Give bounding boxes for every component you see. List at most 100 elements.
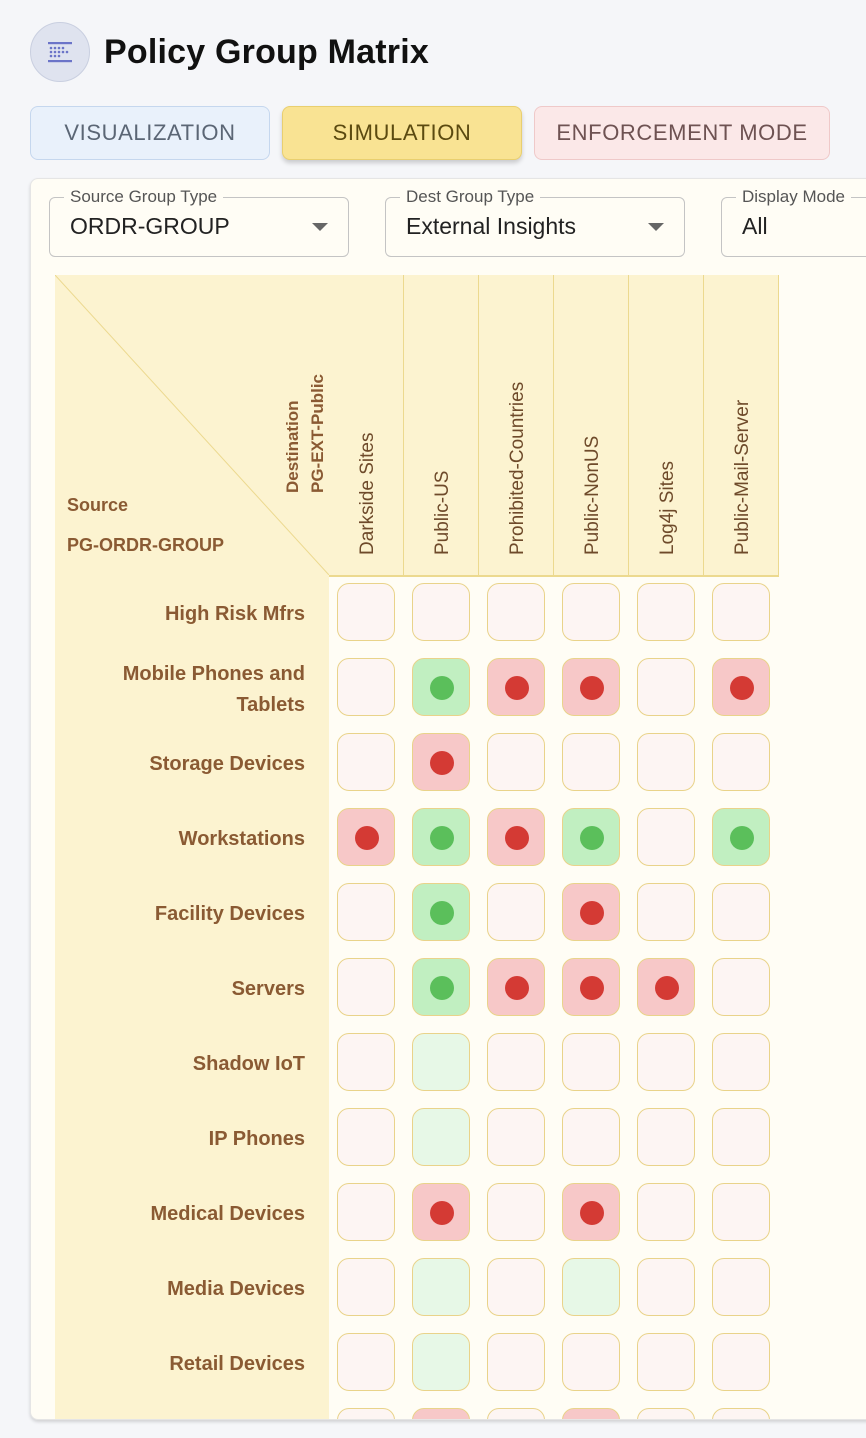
matrix-cell[interactable] — [412, 958, 470, 1016]
matrix-cell[interactable] — [562, 958, 620, 1016]
matrix-cell[interactable] — [337, 1033, 395, 1091]
matrix-cell[interactable] — [487, 1108, 545, 1166]
matrix-cell[interactable] — [337, 658, 395, 716]
matrix-cell[interactable] — [562, 883, 620, 941]
matrix-cell[interactable] — [337, 1333, 395, 1391]
matrix-cell[interactable] — [712, 1108, 770, 1166]
matrix-cell[interactable] — [637, 658, 695, 716]
matrix-cell[interactable] — [487, 958, 545, 1016]
destination-group: PG-EXT-Public — [308, 373, 327, 493]
matrix-cell[interactable] — [712, 808, 770, 866]
matrix-cell[interactable] — [712, 1033, 770, 1091]
matrix-cell[interactable] — [562, 1108, 620, 1166]
allow-dot-icon — [430, 976, 454, 1000]
tab-enforcement-mode[interactable]: ENFORCEMENT MODE — [534, 106, 830, 160]
matrix-cell[interactable] — [562, 1183, 620, 1241]
matrix-cell[interactable] — [487, 808, 545, 866]
matrix-cell[interactable] — [637, 1033, 695, 1091]
matrix-cell[interactable] — [487, 1408, 545, 1419]
matrix-cell[interactable] — [487, 1183, 545, 1241]
row-label: Media Devices — [167, 1278, 305, 1300]
matrix-cell[interactable] — [412, 658, 470, 716]
matrix-cell[interactable] — [712, 958, 770, 1016]
matrix-cell[interactable] — [487, 583, 545, 641]
matrix-cell[interactable] — [562, 1333, 620, 1391]
matrix-grid-icon — [30, 22, 90, 82]
matrix-cell[interactable] — [487, 1033, 545, 1091]
matrix-cell[interactable] — [637, 1183, 695, 1241]
matrix-cell[interactable] — [637, 883, 695, 941]
matrix-cell[interactable] — [412, 883, 470, 941]
matrix-cell[interactable] — [337, 583, 395, 641]
chevron-down-icon — [312, 223, 328, 231]
allow-dot-icon — [430, 676, 454, 700]
source-group-type-select[interactable]: Source Group Type ORDR-GROUP — [49, 187, 349, 257]
matrix-cell[interactable] — [412, 1108, 470, 1166]
matrix-cell[interactable] — [337, 883, 395, 941]
matrix-cell[interactable] — [712, 1408, 770, 1419]
matrix-cell[interactable] — [487, 733, 545, 791]
matrix-cell[interactable] — [412, 1258, 470, 1316]
matrix-cell[interactable] — [562, 1408, 620, 1419]
matrix-cell[interactable] — [487, 658, 545, 716]
matrix-cell[interactable] — [412, 808, 470, 866]
matrix-cell[interactable] — [712, 1333, 770, 1391]
matrix-cell[interactable] — [712, 733, 770, 791]
matrix-corner-header: Destination PG-EXT-Public Source PG-ORDR… — [55, 275, 330, 577]
matrix-cell[interactable] — [562, 733, 620, 791]
matrix-cell[interactable] — [412, 1408, 470, 1419]
matrix-cell[interactable] — [487, 1333, 545, 1391]
matrix-cell[interactable] — [412, 733, 470, 791]
matrix-cell[interactable] — [712, 1258, 770, 1316]
matrix-cell[interactable] — [412, 1033, 470, 1091]
matrix-cell[interactable] — [637, 958, 695, 1016]
tab-simulation[interactable]: SIMULATION — [282, 106, 522, 160]
deny-dot-icon — [580, 676, 604, 700]
deny-dot-icon — [580, 976, 604, 1000]
matrix-cell[interactable] — [412, 583, 470, 641]
matrix-cell[interactable] — [712, 583, 770, 641]
matrix-cell[interactable] — [562, 808, 620, 866]
column-header: Darkside Sites — [329, 275, 404, 577]
column-header: Log4j Sites — [629, 275, 704, 577]
field-label: Dest Group Type — [400, 187, 541, 207]
column-label: Prohibited-Countries — [507, 381, 528, 555]
matrix-cell[interactable] — [337, 808, 395, 866]
matrix-cell[interactable] — [637, 1108, 695, 1166]
matrix-cell[interactable] — [637, 808, 695, 866]
deny-dot-icon — [355, 826, 379, 850]
matrix-cell[interactable] — [637, 1258, 695, 1316]
deny-dot-icon — [505, 676, 529, 700]
matrix-cell[interactable] — [562, 1033, 620, 1091]
matrix-cell[interactable] — [712, 883, 770, 941]
matrix-cell[interactable] — [562, 658, 620, 716]
matrix-cell[interactable] — [637, 1333, 695, 1391]
matrix-cell[interactable] — [337, 733, 395, 791]
page-header: Policy Group Matrix — [30, 22, 429, 82]
source-title: Source — [67, 495, 129, 515]
matrix-cell[interactable] — [412, 1333, 470, 1391]
matrix-cell[interactable] — [337, 1258, 395, 1316]
tab-visualization[interactable]: VISUALIZATION — [30, 106, 270, 160]
source-group: PG-ORDR-GROUP — [67, 535, 224, 555]
matrix-cell[interactable] — [637, 583, 695, 641]
display-mode-select[interactable]: Display Mode All — [721, 187, 866, 257]
dest-group-type-select[interactable]: Dest Group Type External Insights — [385, 187, 685, 257]
matrix-cell[interactable] — [487, 1258, 545, 1316]
matrix-cell[interactable] — [637, 733, 695, 791]
matrix-cell[interactable] — [337, 958, 395, 1016]
matrix-cell[interactable] — [712, 1183, 770, 1241]
field-value: External Insights — [406, 213, 577, 239]
matrix-cell[interactable] — [562, 1258, 620, 1316]
matrix-cell[interactable] — [562, 583, 620, 641]
matrix-cell[interactable] — [337, 1408, 395, 1419]
matrix-cell[interactable] — [637, 1408, 695, 1419]
matrix-cell[interactable] — [712, 658, 770, 716]
matrix-cell[interactable] — [487, 883, 545, 941]
matrix-cell[interactable] — [337, 1183, 395, 1241]
page-title: Policy Group Matrix — [104, 32, 429, 71]
matrix-cell[interactable] — [412, 1183, 470, 1241]
deny-dot-icon — [580, 1201, 604, 1225]
deny-dot-icon — [505, 976, 529, 1000]
matrix-cell[interactable] — [337, 1108, 395, 1166]
